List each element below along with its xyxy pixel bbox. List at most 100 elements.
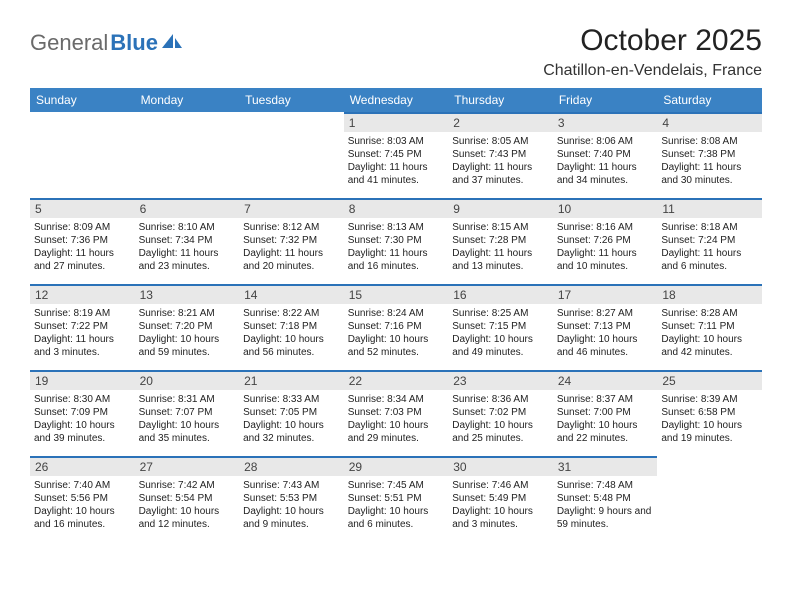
day-cell: 8Sunrise: 8:13 AMSunset: 7:30 PMDaylight… (344, 198, 449, 284)
day-content: Sunrise: 8:39 AMSunset: 6:58 PMDaylight:… (657, 390, 762, 448)
day-cell: 28Sunrise: 7:43 AMSunset: 5:53 PMDayligh… (239, 456, 344, 542)
calendar-cell: 26Sunrise: 7:40 AMSunset: 5:56 PMDayligh… (30, 456, 135, 542)
sunset-line: Sunset: 6:58 PM (661, 406, 758, 419)
sunrise-line: Sunrise: 8:36 AM (452, 393, 549, 406)
daylight-line: Daylight: 11 hours and 30 minutes. (661, 161, 758, 187)
day-number: 17 (553, 284, 658, 304)
day-content: Sunrise: 8:15 AMSunset: 7:28 PMDaylight:… (448, 218, 553, 276)
day-content: Sunrise: 8:13 AMSunset: 7:30 PMDaylight:… (344, 218, 449, 276)
day-cell: 7Sunrise: 8:12 AMSunset: 7:32 PMDaylight… (239, 198, 344, 284)
sunrise-line: Sunrise: 8:09 AM (34, 221, 131, 234)
sunrise-line: Sunrise: 7:43 AM (243, 479, 340, 492)
calendar-cell: 24Sunrise: 8:37 AMSunset: 7:00 PMDayligh… (553, 370, 658, 456)
sunrise-line: Sunrise: 8:24 AM (348, 307, 445, 320)
day-content: Sunrise: 8:05 AMSunset: 7:43 PMDaylight:… (448, 132, 553, 190)
logo-text-general: General (30, 30, 108, 56)
day-cell: 19Sunrise: 8:30 AMSunset: 7:09 PMDayligh… (30, 370, 135, 456)
day-cell: 6Sunrise: 8:10 AMSunset: 7:34 PMDaylight… (135, 198, 240, 284)
sunrise-line: Sunrise: 8:27 AM (557, 307, 654, 320)
sunset-line: Sunset: 5:48 PM (557, 492, 654, 505)
day-cell: 11Sunrise: 8:18 AMSunset: 7:24 PMDayligh… (657, 198, 762, 284)
day-number: 28 (239, 456, 344, 476)
day-number: 10 (553, 198, 658, 218)
sunrise-line: Sunrise: 8:39 AM (661, 393, 758, 406)
daylight-line: Daylight: 11 hours and 13 minutes. (452, 247, 549, 273)
daylight-line: Daylight: 10 hours and 16 minutes. (34, 505, 131, 531)
day-cell: 30Sunrise: 7:46 AMSunset: 5:49 PMDayligh… (448, 456, 553, 542)
day-cell: 18Sunrise: 8:28 AMSunset: 7:11 PMDayligh… (657, 284, 762, 370)
sunset-line: Sunset: 7:16 PM (348, 320, 445, 333)
day-content: Sunrise: 8:22 AMSunset: 7:18 PMDaylight:… (239, 304, 344, 362)
day-cell: 16Sunrise: 8:25 AMSunset: 7:15 PMDayligh… (448, 284, 553, 370)
sunset-line: Sunset: 5:56 PM (34, 492, 131, 505)
daylight-line: Daylight: 11 hours and 6 minutes. (661, 247, 758, 273)
day-content: Sunrise: 8:27 AMSunset: 7:13 PMDaylight:… (553, 304, 658, 362)
sunset-line: Sunset: 7:45 PM (348, 148, 445, 161)
day-content: Sunrise: 8:21 AMSunset: 7:20 PMDaylight:… (135, 304, 240, 362)
sunset-line: Sunset: 7:20 PM (139, 320, 236, 333)
calendar-cell: 6Sunrise: 8:10 AMSunset: 7:34 PMDaylight… (135, 198, 240, 284)
sunset-line: Sunset: 7:15 PM (452, 320, 549, 333)
weekday-header: Tuesday (239, 88, 344, 112)
header: GeneralBlue October 2025 Chatillon-en-Ve… (30, 24, 762, 80)
day-cell: 2Sunrise: 8:05 AMSunset: 7:43 PMDaylight… (448, 112, 553, 198)
sunset-line: Sunset: 7:02 PM (452, 406, 549, 419)
day-content: Sunrise: 8:30 AMSunset: 7:09 PMDaylight:… (30, 390, 135, 448)
weekday-header: Wednesday (344, 88, 449, 112)
day-number: 27 (135, 456, 240, 476)
day-number: 12 (30, 284, 135, 304)
daylight-line: Daylight: 11 hours and 23 minutes. (139, 247, 236, 273)
day-content: Sunrise: 8:09 AMSunset: 7:36 PMDaylight:… (30, 218, 135, 276)
day-cell: 22Sunrise: 8:34 AMSunset: 7:03 PMDayligh… (344, 370, 449, 456)
day-cell: 24Sunrise: 8:37 AMSunset: 7:00 PMDayligh… (553, 370, 658, 456)
calendar-cell: 22Sunrise: 8:34 AMSunset: 7:03 PMDayligh… (344, 370, 449, 456)
day-cell: 20Sunrise: 8:31 AMSunset: 7:07 PMDayligh… (135, 370, 240, 456)
daylight-line: Daylight: 10 hours and 32 minutes. (243, 419, 340, 445)
day-content: Sunrise: 7:42 AMSunset: 5:54 PMDaylight:… (135, 476, 240, 534)
sunset-line: Sunset: 7:13 PM (557, 320, 654, 333)
day-content: Sunrise: 8:19 AMSunset: 7:22 PMDaylight:… (30, 304, 135, 362)
day-cell: 4Sunrise: 8:08 AMSunset: 7:38 PMDaylight… (657, 112, 762, 198)
daylight-line: Daylight: 11 hours and 37 minutes. (452, 161, 549, 187)
calendar-cell: 8Sunrise: 8:13 AMSunset: 7:30 PMDaylight… (344, 198, 449, 284)
day-content: Sunrise: 8:36 AMSunset: 7:02 PMDaylight:… (448, 390, 553, 448)
calendar-week-row: 5Sunrise: 8:09 AMSunset: 7:36 PMDaylight… (30, 198, 762, 284)
sunrise-line: Sunrise: 8:25 AM (452, 307, 549, 320)
calendar-cell: 30Sunrise: 7:46 AMSunset: 5:49 PMDayligh… (448, 456, 553, 542)
sunset-line: Sunset: 7:34 PM (139, 234, 236, 247)
sunrise-line: Sunrise: 8:28 AM (661, 307, 758, 320)
day-number: 31 (553, 456, 658, 476)
calendar-cell: 27Sunrise: 7:42 AMSunset: 5:54 PMDayligh… (135, 456, 240, 542)
sunrise-line: Sunrise: 7:42 AM (139, 479, 236, 492)
sunset-line: Sunset: 7:22 PM (34, 320, 131, 333)
day-content: Sunrise: 7:43 AMSunset: 5:53 PMDaylight:… (239, 476, 344, 534)
title-block: October 2025 Chatillon-en-Vendelais, Fra… (543, 24, 762, 80)
day-cell: 27Sunrise: 7:42 AMSunset: 5:54 PMDayligh… (135, 456, 240, 542)
sunrise-line: Sunrise: 8:37 AM (557, 393, 654, 406)
calendar-cell: 3Sunrise: 8:06 AMSunset: 7:40 PMDaylight… (553, 112, 658, 198)
sunset-line: Sunset: 7:00 PM (557, 406, 654, 419)
calendar-cell: 16Sunrise: 8:25 AMSunset: 7:15 PMDayligh… (448, 284, 553, 370)
sunrise-line: Sunrise: 7:48 AM (557, 479, 654, 492)
day-content: Sunrise: 8:31 AMSunset: 7:07 PMDaylight:… (135, 390, 240, 448)
day-cell: 15Sunrise: 8:24 AMSunset: 7:16 PMDayligh… (344, 284, 449, 370)
calendar-cell: 5Sunrise: 8:09 AMSunset: 7:36 PMDaylight… (30, 198, 135, 284)
day-number: 30 (448, 456, 553, 476)
day-number: 11 (657, 198, 762, 218)
day-cell: 13Sunrise: 8:21 AMSunset: 7:20 PMDayligh… (135, 284, 240, 370)
calendar-cell: 23Sunrise: 8:36 AMSunset: 7:02 PMDayligh… (448, 370, 553, 456)
calendar-week-row: 19Sunrise: 8:30 AMSunset: 7:09 PMDayligh… (30, 370, 762, 456)
calendar-table: Sunday Monday Tuesday Wednesday Thursday… (30, 88, 762, 542)
calendar-cell: 10Sunrise: 8:16 AMSunset: 7:26 PMDayligh… (553, 198, 658, 284)
daylight-line: Daylight: 11 hours and 41 minutes. (348, 161, 445, 187)
sunset-line: Sunset: 7:28 PM (452, 234, 549, 247)
day-cell: 26Sunrise: 7:40 AMSunset: 5:56 PMDayligh… (30, 456, 135, 542)
day-cell: 9Sunrise: 8:15 AMSunset: 7:28 PMDaylight… (448, 198, 553, 284)
sunset-line: Sunset: 5:53 PM (243, 492, 340, 505)
sunset-line: Sunset: 7:43 PM (452, 148, 549, 161)
daylight-line: Daylight: 11 hours and 16 minutes. (348, 247, 445, 273)
day-number: 3 (553, 112, 658, 132)
sunset-line: Sunset: 7:38 PM (661, 148, 758, 161)
day-cell: 23Sunrise: 8:36 AMSunset: 7:02 PMDayligh… (448, 370, 553, 456)
day-cell: 12Sunrise: 8:19 AMSunset: 7:22 PMDayligh… (30, 284, 135, 370)
